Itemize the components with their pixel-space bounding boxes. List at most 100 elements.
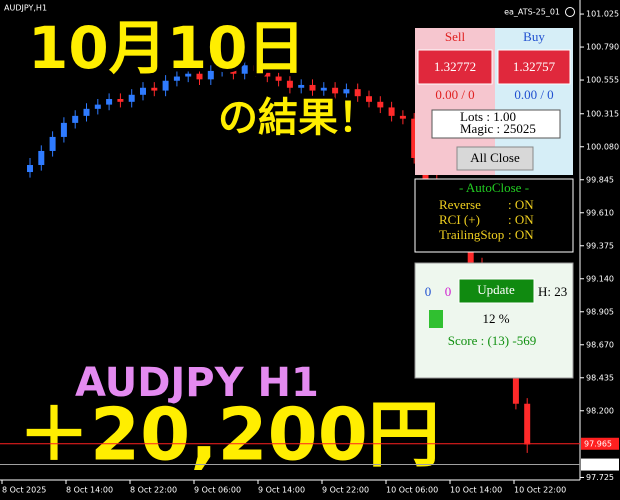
price-tag-label: 97.817 [584, 460, 612, 469]
candle-body [286, 80, 293, 88]
candle-body [512, 368, 519, 404]
candle-body [524, 403, 531, 445]
y-tick-label: 99.845 [586, 175, 614, 184]
x-tick-label: 9 Oct 14:00 [258, 486, 305, 495]
candle-body [354, 89, 361, 97]
candle-body [343, 89, 350, 94]
y-tick-label: 100.315 [586, 109, 619, 118]
candle-body [207, 70, 214, 80]
y-tick-label: 99.140 [586, 274, 614, 283]
auto-close-name: TrailingStop [439, 227, 504, 242]
auto-close-name: RCI (+) [439, 212, 480, 227]
update-button[interactable] [458, 278, 535, 304]
candle-body [230, 68, 237, 74]
x-tick-label: 10 Oct 22:00 [514, 486, 566, 495]
hour: H: 23 [538, 284, 567, 299]
y-tick-label: 101.025 [586, 10, 619, 19]
y-tick-label: 98.670 [586, 340, 614, 349]
buy-label: Buy [523, 29, 545, 44]
candle-body [94, 104, 101, 109]
candle-body [196, 73, 203, 80]
all-close-label: All Close [470, 150, 520, 165]
candle-body [140, 87, 146, 95]
profit: ＋20,200円 [18, 393, 440, 477]
candle-body [411, 118, 418, 158]
red-line-tag [581, 437, 619, 450]
auto-close-title: - AutoClose - [459, 180, 529, 195]
auto-close-name: Reverse [439, 197, 481, 212]
y-tick-label: 100.790 [586, 43, 619, 52]
pair-title: AUDJPY H1 [75, 360, 319, 406]
magic: Magic : 25025 [460, 121, 536, 136]
y-tick-label: 100.555 [586, 76, 619, 85]
auto-close-value: : ON [508, 227, 534, 242]
candle-body [253, 65, 259, 71]
price-tag-label: 97.965 [584, 439, 612, 448]
gray-line-tag [581, 458, 619, 471]
x-tick-label: 8 Oct 2025 [2, 486, 46, 495]
percent: 12 % [482, 311, 509, 326]
y-tick-label: 99.610 [586, 208, 614, 217]
y-tick-label: 98.905 [586, 307, 614, 316]
sell-stats: 0.00 / 0 [435, 87, 474, 102]
count-blue: 0 [425, 284, 432, 299]
candle-body [117, 99, 124, 102]
lots: Lots : 1.00 [460, 109, 516, 124]
buy-stats: 0.00 / 0 [514, 87, 553, 102]
y-tick-label: 98.435 [586, 373, 614, 382]
symbol-label: AUDJPY,H1 [4, 4, 47, 13]
candle-body [320, 87, 327, 91]
candle-body [173, 76, 180, 81]
buy-button[interactable] [497, 49, 571, 85]
candle-body [60, 122, 67, 137]
buy-price: 1.32757 [513, 59, 556, 74]
candle-body [162, 80, 169, 91]
y-tick-label: 100.080 [586, 142, 619, 151]
candle-body [366, 96, 372, 102]
x-tick-label: 9 Oct 06:00 [194, 486, 241, 495]
candle-body [27, 165, 33, 173]
auto-close-value: : ON [508, 212, 534, 227]
candle-body [241, 65, 248, 74]
candle-body [128, 94, 135, 102]
candle-body [185, 73, 192, 77]
x-tick-label: 10 Oct 14:00 [450, 486, 502, 495]
candle-body [83, 108, 90, 116]
sell-button[interactable] [417, 49, 493, 85]
candle-body [467, 242, 474, 264]
candle-body [377, 101, 384, 108]
ea-label: ea_ATS-25_01 [504, 8, 560, 17]
ea-icon [565, 7, 575, 17]
candle-body [106, 99, 113, 105]
result-title: の結果！ [218, 95, 378, 141]
update-label: Update [477, 282, 515, 297]
x-tick-label: 10 Oct 06:00 [386, 486, 438, 495]
lots-box [431, 109, 561, 139]
all-close-button[interactable] [456, 146, 534, 171]
candle-body [399, 115, 406, 119]
candle-body [264, 70, 271, 77]
x-tick-label: 9 Oct 22:00 [322, 486, 369, 495]
y-tick-label: 98.200 [586, 406, 614, 415]
candle-body [49, 136, 56, 151]
y-tick-label: 99.375 [586, 241, 614, 250]
progress-box [429, 310, 443, 328]
score: Score : (13) -569 [448, 333, 536, 348]
candle-body [332, 87, 339, 94]
auto-close-value: : ON [508, 197, 534, 212]
candle-body [298, 84, 305, 88]
y-tick-label: 97.725 [586, 473, 614, 482]
candle-body [275, 76, 282, 81]
candle-body [72, 115, 79, 123]
candle-body [151, 87, 158, 91]
count-magenta: 0 [445, 284, 452, 299]
candle-body [388, 107, 395, 116]
date-title: 10月10日 [28, 14, 305, 82]
sell-label: Sell [445, 29, 466, 44]
x-tick-label: 8 Oct 14:00 [66, 486, 113, 495]
auto-close-rows: Reverse : ON RCI (+) : ON TrailingStop : ON [439, 197, 534, 242]
x-tick-label: 8 Oct 22:00 [130, 486, 177, 495]
candle-body [38, 150, 45, 166]
sell-price: 1.32772 [434, 59, 476, 74]
